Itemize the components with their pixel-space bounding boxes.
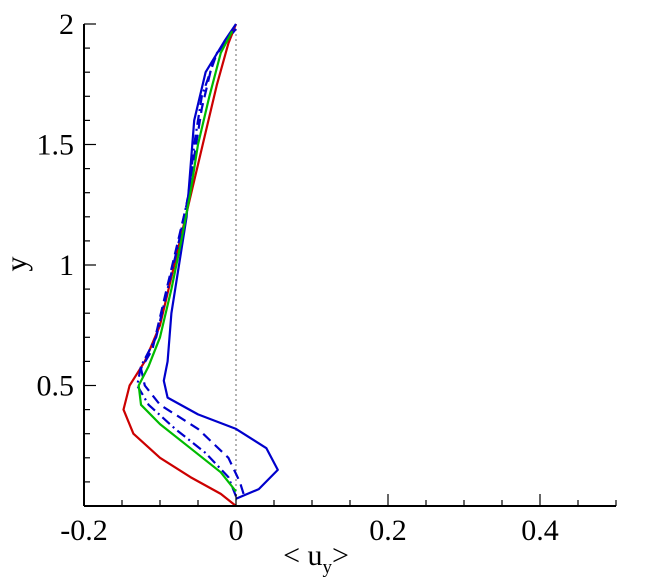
series-line-3 bbox=[139, 30, 245, 495]
y-tick-label: 0.5 bbox=[37, 370, 75, 403]
x-tick-label: 0 bbox=[229, 514, 244, 547]
x-tick-label: 0.4 bbox=[521, 514, 559, 547]
series-line-2 bbox=[162, 23, 279, 500]
x-axis-title-subscript: y bbox=[323, 557, 333, 578]
y-tick-label: 2 bbox=[59, 8, 74, 41]
x-tick-label: 0.2 bbox=[369, 514, 407, 547]
y-tick-label: 1.5 bbox=[37, 129, 75, 162]
series-line-5 bbox=[137, 30, 237, 493]
series-line-4 bbox=[136, 28, 238, 497]
x-tick-label: -0.2 bbox=[60, 514, 108, 547]
x-axis-title: < uy> bbox=[283, 539, 349, 578]
y-axis-title: y bbox=[0, 257, 33, 272]
series-line-1 bbox=[122, 23, 238, 507]
y-tick-label: 1 bbox=[59, 249, 74, 282]
